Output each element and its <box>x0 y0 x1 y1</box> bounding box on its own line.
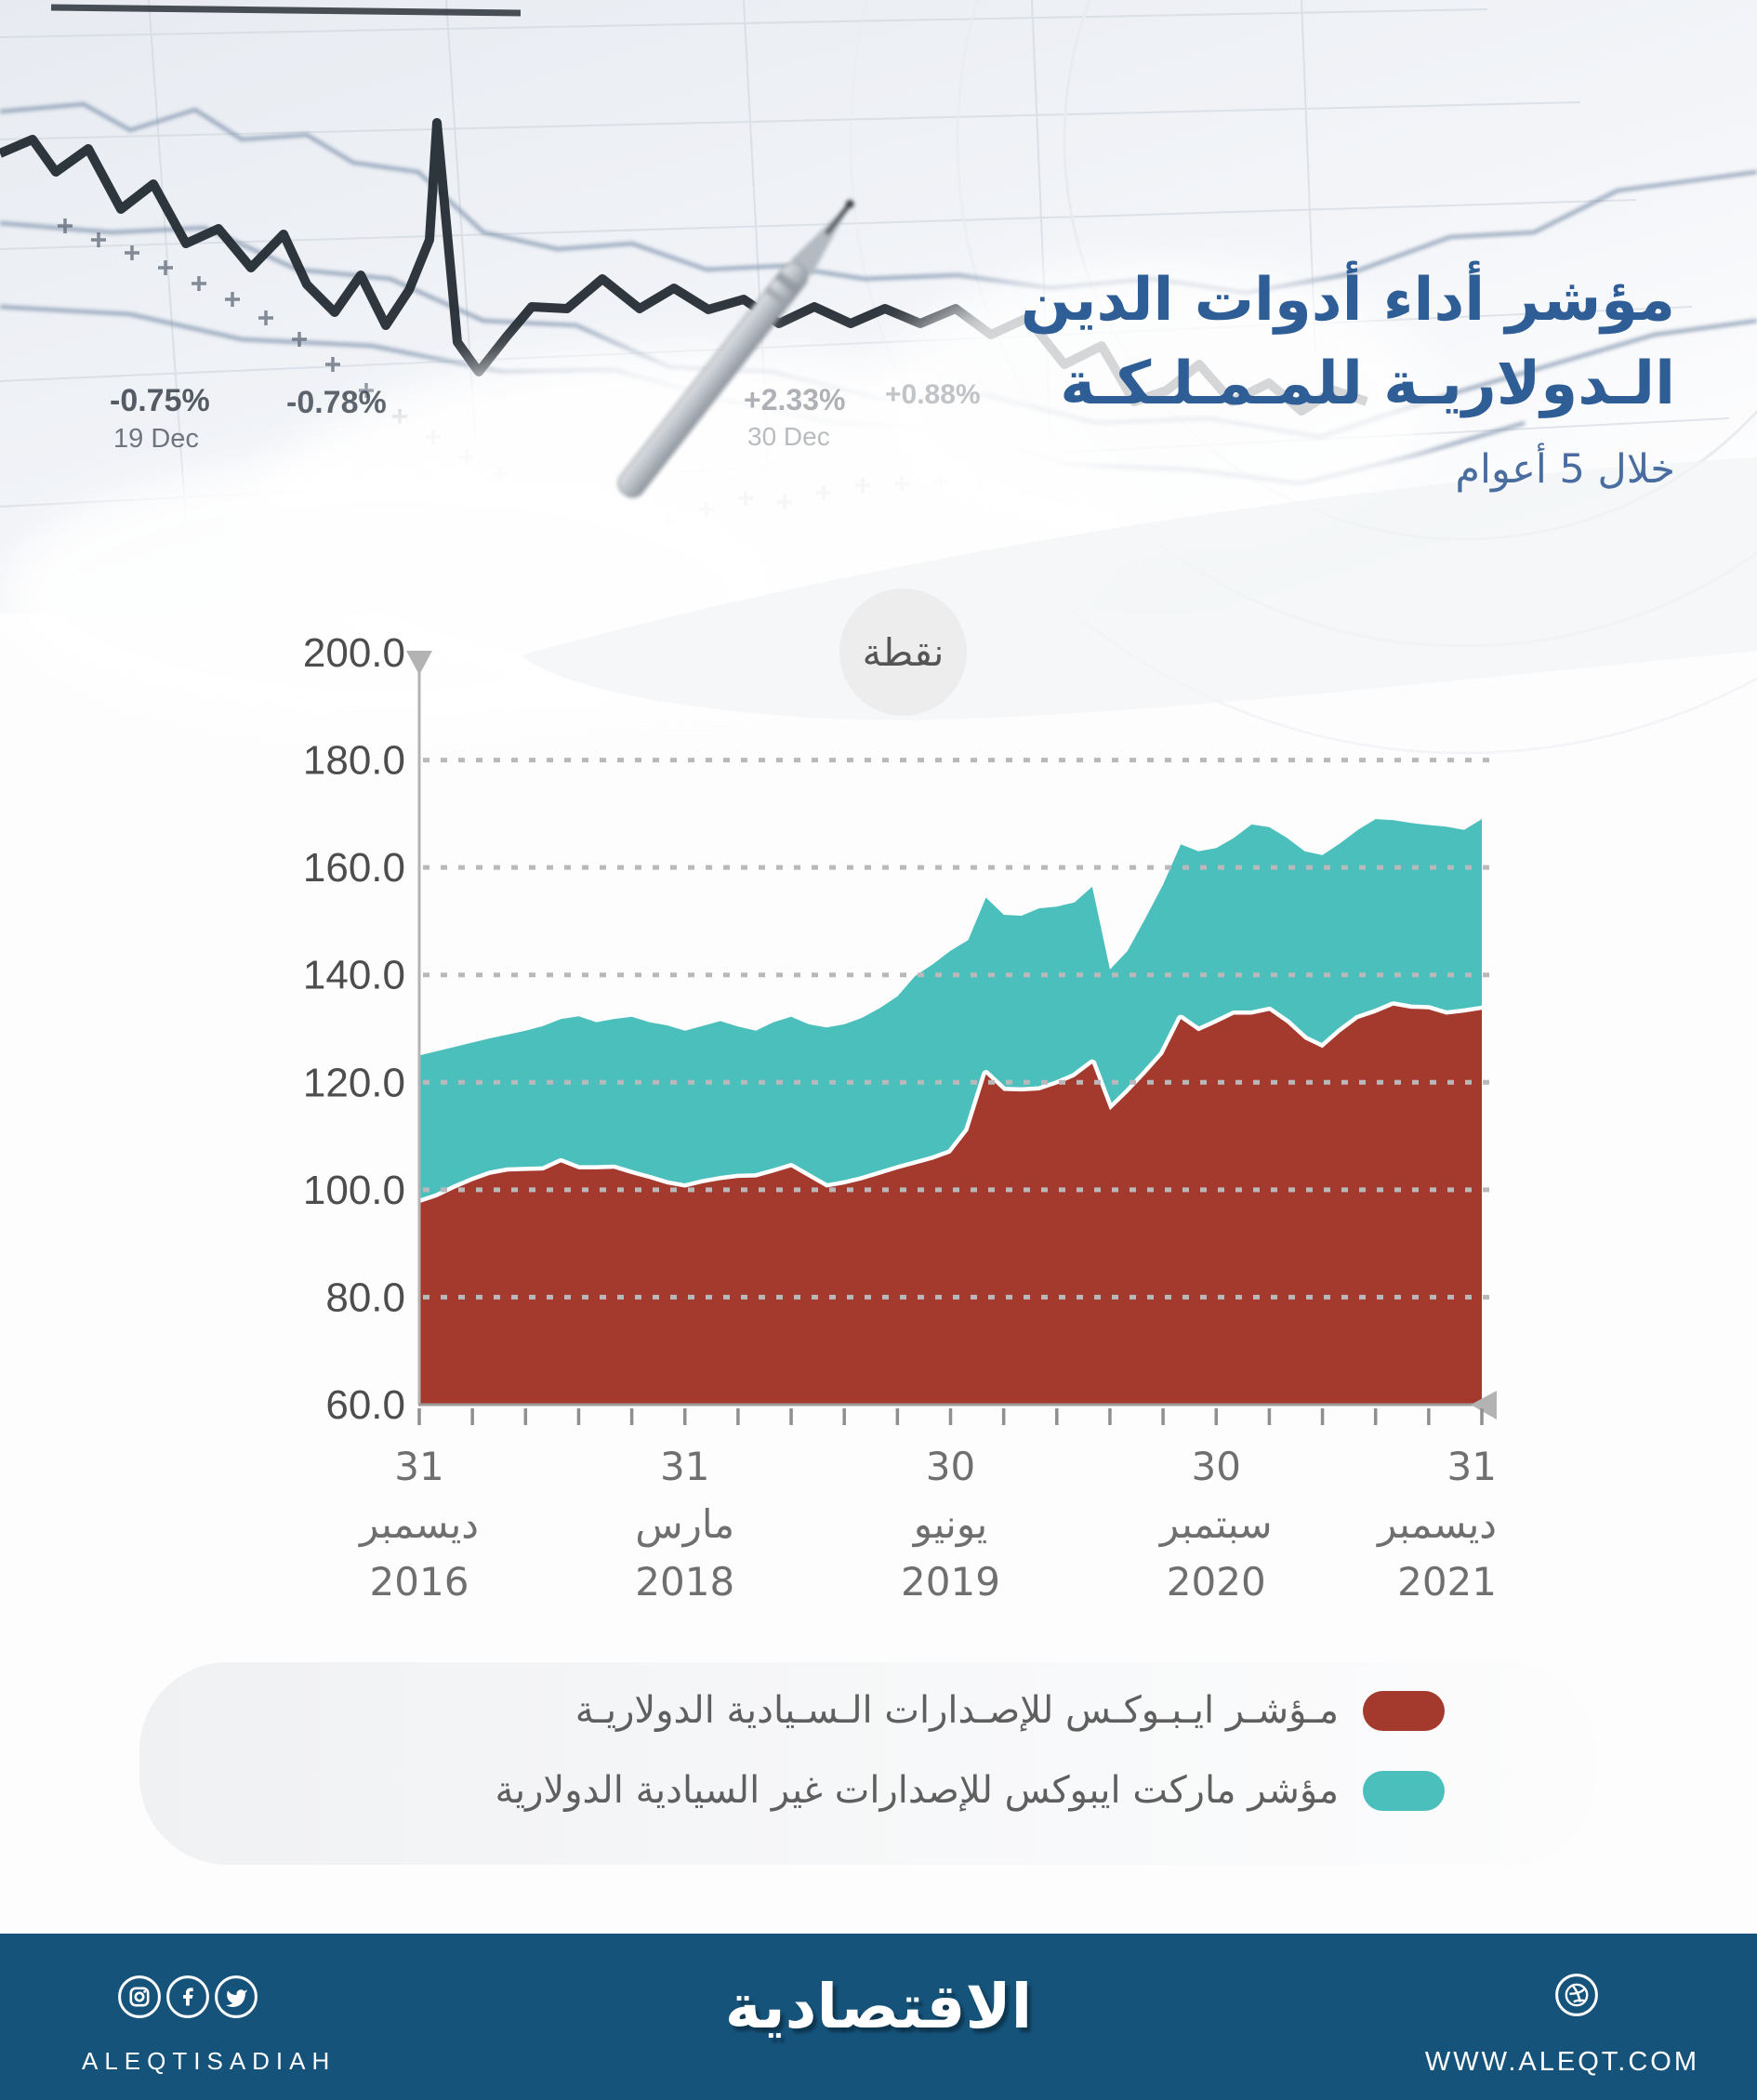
legend-swatch-teal <box>1363 1770 1445 1811</box>
photo-label-date1: 19 Dec <box>113 424 199 454</box>
facebook-icon[interactable] <box>165 1975 210 2019</box>
gray-swoosh <box>521 457 1757 720</box>
photo-label-date3: 30 Dec <box>747 422 830 451</box>
unit-bubble: نقطة <box>839 588 967 716</box>
footer-social-handle: ALEQTISADIAH <box>82 2047 337 2075</box>
photo-label-pct1: -0.75% <box>110 383 210 418</box>
page-title-line2: الـدولاريـة للمـمـلـكـة <box>1060 350 1675 418</box>
legend-label-nonsovereign: مؤشر ماركت ايبوكس للإصدارات غير السيادية… <box>495 1769 1339 1812</box>
legend-item-nonsovereign: مؤشر ماركت ايبوكس للإصدارات غير السيادية… <box>495 1769 1445 1812</box>
legend-panel <box>139 1662 1594 1865</box>
footer-bar: ALEQTISADIAH الاقتصادية WWW.ALEQT.COM <box>0 1934 1757 2100</box>
unit-label: نقطة <box>862 629 945 675</box>
dribbble-icon[interactable] <box>1554 1973 1599 2017</box>
legend-swatch-red <box>1363 1690 1445 1731</box>
page-subtitle: خلال 5 أعوام <box>1455 446 1675 493</box>
legend-label-sovereign: مـؤشـر ايـبـوكـس للإصـدارات الـسـيادية ا… <box>575 1689 1339 1732</box>
twitter-icon[interactable] <box>214 1975 258 2019</box>
title-block: مؤشر أداء أدوات الدين الـدولاريـة للمـمـ… <box>1021 258 1675 493</box>
footer-logo: الاقتصادية <box>724 1971 1033 2042</box>
page-title-line1: مؤشر أداء أدوات الدين <box>1020 266 1675 335</box>
footer-url: WWW.ALEQT.COM <box>1424 2047 1699 2077</box>
legend-item-sovereign: مـؤشـر ايـبـوكـس للإصـدارات الـسـيادية ا… <box>575 1689 1445 1732</box>
photo-label-pct2: -0.78% <box>286 385 387 420</box>
photo-label-pct4: +0.88% <box>885 379 981 410</box>
photo-top-line <box>50 4 522 17</box>
photo-label-pct3: +2.33% <box>744 383 846 416</box>
pen-icon <box>617 199 854 498</box>
instagram-icon[interactable] <box>117 1975 162 2019</box>
